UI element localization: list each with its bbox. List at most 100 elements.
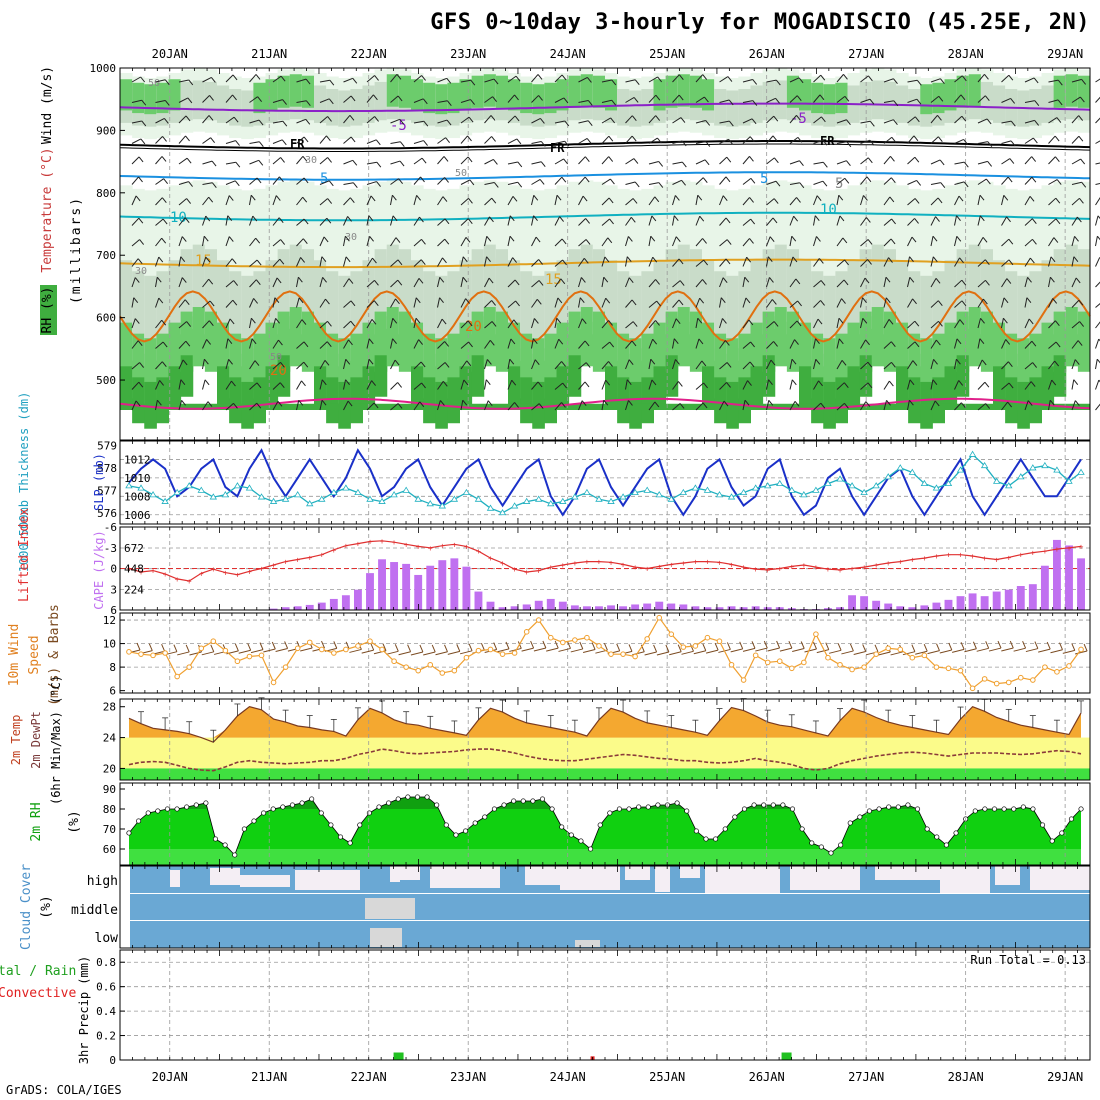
wind-barb-feather [256,259,262,266]
li-point: + [452,540,457,549]
wind-barb [907,379,911,390]
wind-barb-feather [162,218,168,225]
wind-barb-feather [1054,135,1060,142]
thickness-point [944,479,953,487]
wind-barb-feather [148,643,153,651]
wind-barb-feather [1027,400,1033,406]
wind-barb [437,218,446,226]
wind-barb [1074,650,1088,655]
wind-barb-feather [972,641,977,649]
wind-barb-feather [665,644,670,653]
rh-shade-cell [386,307,400,367]
wind-barb [860,120,871,124]
li-point: + [777,565,782,574]
wind-barb [131,239,140,247]
wind-barb-feather [181,236,187,242]
thickness-point [715,491,724,498]
rh-point [501,802,507,808]
rh-point [136,818,142,824]
wind-barb-feather [302,238,308,244]
contour-label: FR [290,137,305,151]
wind-barb-feather [867,239,873,245]
wind-barb [1024,156,1033,165]
rh-shade-cell [799,366,812,410]
wind-barb-feather [815,358,821,365]
wind-barb [789,256,794,267]
wind-barb [531,74,539,83]
rh-point [1068,816,1074,822]
wind-barb-feather [608,361,613,367]
rh-shade-cell [774,307,788,367]
rh-point [424,794,430,800]
wind-barb-feather [702,74,708,80]
rh-shade-cell [1065,74,1079,107]
y-tick-label-left: 578 [97,462,117,475]
wind-barb-feather [1051,379,1057,386]
ylabel-thickness: 1000-500mb Thickness (dm) [17,392,31,573]
rh-point [626,806,632,812]
rh-point [299,800,305,806]
rh-point [655,802,661,808]
wind-barb [883,136,893,144]
thickness-point [522,497,531,504]
wind-barb [1001,339,1007,349]
wind-barb-feather [567,641,571,649]
wind-barb [484,115,492,124]
wind-barb-feather [1057,79,1063,86]
rh-shade-cell [653,366,667,410]
thickness-point [137,484,145,491]
wind-barb-feather [492,96,498,102]
rh-shade-cell [471,75,485,108]
wind-barb [648,76,658,83]
wind-barb [531,359,536,370]
contour-label: -5 [390,118,407,134]
wind-barb-feather [509,235,515,242]
wind-barb-feather [135,400,141,407]
wind-barb [719,382,727,390]
wind-speed-point [764,659,771,666]
wind-barb-feather [418,278,424,284]
wind-barb [883,100,894,103]
wind-barb-feather [561,361,566,367]
wind-barb [249,119,260,124]
wind-barb [789,77,800,83]
rh-shade-cell [168,79,182,111]
ylabel-rh: RH (%) [40,287,55,334]
wind-barb-feather [769,277,774,283]
wind-barb-feather [463,379,469,386]
rh-point [472,820,478,826]
cloud-gap-high [430,866,500,888]
wind-barb-feather [822,161,828,168]
li-point: + [705,558,710,567]
wind-barb [766,135,774,144]
wind-barb [1071,340,1079,349]
wind-barb-feather [446,119,452,126]
wind-barb-feather [416,195,421,201]
wind-barb-feather [1097,215,1100,220]
wind-barb [789,278,797,288]
rh-shade-cell [702,366,715,410]
wind-barb-feather [227,215,233,221]
wind-barb [1048,360,1056,370]
wind-barb [878,651,891,656]
wind-barb [789,216,795,226]
rh-shade-cell [726,90,739,127]
wind-barb-feather [399,141,405,148]
wind-barb [225,140,236,144]
wind-barb-feather [419,644,424,653]
rh-point [703,836,709,842]
rh-point [924,826,930,832]
y-tick-label: 10 [103,638,116,651]
wind-barb-feather [747,380,752,386]
rh-shade-cell [738,188,751,263]
wind-barb-feather [703,382,708,389]
wind-barb-feather [369,236,374,242]
wind-barb-feather [282,99,287,105]
wind-barb-feather [679,403,685,409]
wind-barb-feather [843,382,849,388]
wind-barb [1024,318,1030,329]
rh-shade-cell [726,190,739,264]
wind-barb-feather [1050,276,1055,283]
wind-barb [836,298,842,308]
wind-barb [507,138,518,144]
